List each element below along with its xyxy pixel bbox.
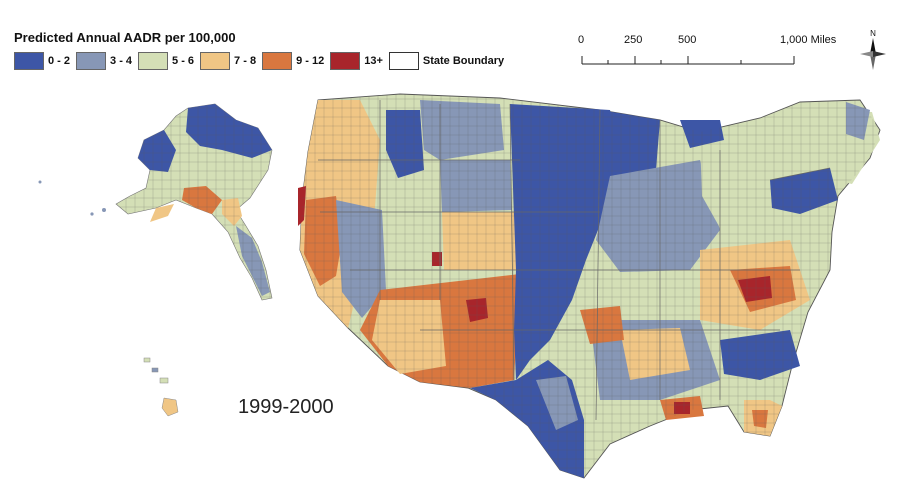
scale-bar-graphic bbox=[581, 56, 795, 65]
legend-item-5-6: 5 - 6 bbox=[138, 52, 194, 70]
legend-swatch bbox=[138, 52, 169, 70]
legend-swatch bbox=[388, 52, 419, 70]
alaska-peninsula bbox=[150, 204, 174, 222]
legend-item-3-4: 3 - 4 bbox=[76, 52, 132, 70]
legend-swatch bbox=[330, 52, 361, 70]
legend-item-7-8: 7 - 8 bbox=[200, 52, 256, 70]
hawaii bbox=[143, 357, 179, 417]
legend-label: 13+ bbox=[364, 55, 383, 67]
scale-tick-label: 250 bbox=[624, 34, 643, 46]
legend-title: Predicted Annual AADR per 100,000 bbox=[14, 30, 236, 45]
period-label: 1999-2000 bbox=[238, 396, 334, 418]
legend-swatch bbox=[76, 52, 107, 70]
legend-item-state-boundary: State Boundary bbox=[388, 52, 505, 70]
legend-label: 9 - 12 bbox=[296, 55, 325, 67]
scale-bar: 0 250 500 1,000 Miles bbox=[578, 34, 848, 74]
legend-swatch bbox=[200, 52, 231, 70]
alaska-texture bbox=[116, 104, 272, 300]
state-boundaries bbox=[318, 100, 831, 421]
legend-label: State Boundary bbox=[422, 55, 505, 67]
scale-tick-label: 500 bbox=[678, 34, 697, 46]
legend-item-0-2: 0 - 2 bbox=[14, 52, 70, 70]
alaska bbox=[38, 103, 273, 301]
contiguous-us bbox=[298, 93, 881, 479]
legend-item-9-12: 9 - 12 bbox=[262, 52, 324, 70]
us-texture bbox=[300, 94, 880, 478]
scale-tick-label: 1,000 Miles bbox=[780, 34, 837, 46]
legend: 0 - 2 3 - 4 5 - 6 7 - 8 9 - 12 13+ State… bbox=[14, 52, 510, 70]
legend-label: 7 - 8 bbox=[234, 55, 257, 67]
scale-tick-label: 0 bbox=[578, 34, 585, 46]
legend-label: 0 - 2 bbox=[48, 55, 71, 67]
legend-label: 3 - 4 bbox=[110, 55, 133, 67]
legend-label: 5 - 6 bbox=[172, 55, 195, 67]
north-label: N bbox=[870, 29, 876, 38]
legend-swatch bbox=[262, 52, 293, 70]
legend-swatch bbox=[14, 52, 44, 70]
north-arrow-icon: N bbox=[860, 29, 886, 70]
legend-item-13-plus: 13+ bbox=[330, 52, 383, 70]
